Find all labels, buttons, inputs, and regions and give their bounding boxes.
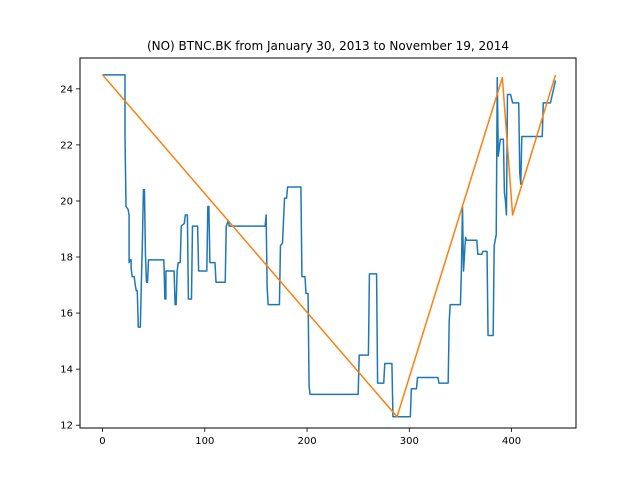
- axes-frame: [79, 57, 577, 429]
- series-line-2: [101, 74, 557, 418]
- series-line-1: [102, 74, 557, 418]
- x-axis: 0 100 200 300 400: [99, 428, 521, 447]
- x-tick-label: 200: [297, 436, 316, 447]
- y-tick-label: 12: [60, 421, 73, 432]
- y-tick-label: 24: [60, 84, 73, 95]
- x-tick-label: 100: [195, 436, 214, 447]
- y-tick-label: 18: [60, 253, 73, 264]
- x-tick-label: 400: [502, 436, 521, 447]
- y-tick-label: 20: [60, 196, 73, 207]
- x-tick-label: 300: [400, 436, 419, 447]
- series-layer: [101, 74, 557, 418]
- y-tick-label: 14: [60, 365, 73, 376]
- y-axis: 12 14 16 18 20 22 24: [60, 84, 80, 432]
- chart-title: (NO) BTNC.BK from January 30, 2013 to No…: [147, 39, 509, 53]
- x-tick-label: 0: [99, 436, 105, 447]
- y-tick-label: 16: [60, 309, 73, 320]
- y-tick-label: 22: [60, 140, 73, 151]
